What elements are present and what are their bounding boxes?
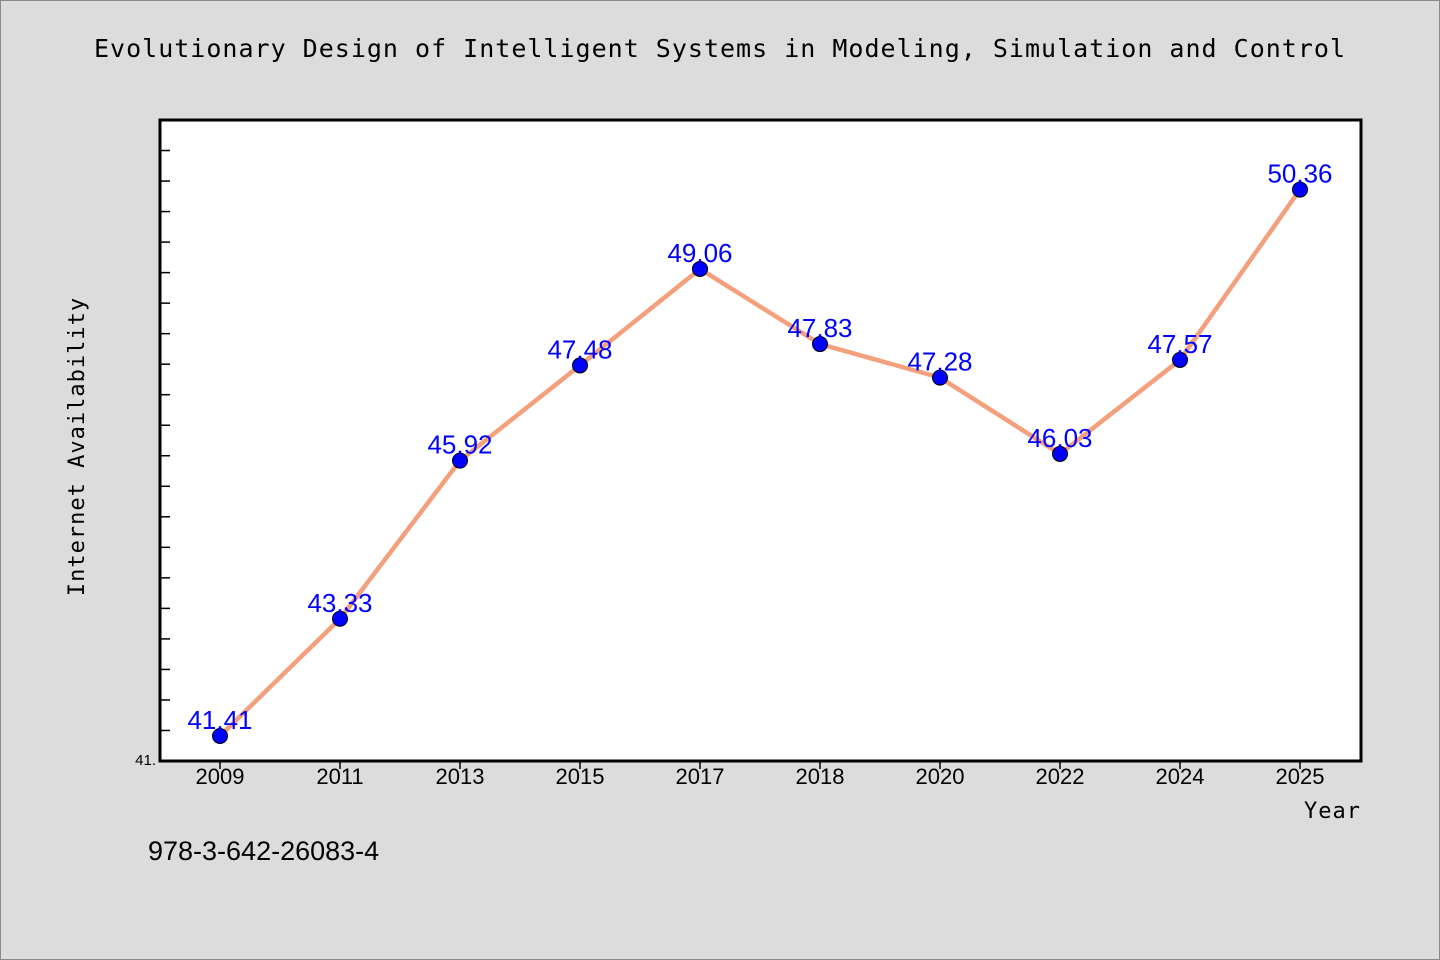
data-label: 45.92 [427,430,492,460]
data-point-marker [932,369,948,386]
x-tick-label: 2024 [1156,764,1205,789]
data-label: 47.48 [547,334,612,364]
x-axis-tick-labels: 2009 2011 2013 2015 2017 2018 2020 2022 2024 2025 [196,764,1325,789]
x-tick-label: 2011 [316,764,363,789]
data-point-marker [332,610,348,627]
x-tick-label: 2015 [556,764,605,789]
x-tick-label: 2020 [916,764,965,789]
plot-border [158,118,1363,763]
data-labels: 41.41 43.33 45.92 47.48 49.06 47.83 47.28 46.03… [187,159,1332,735]
data-label: 46.03 [1027,423,1092,453]
series-line [217,187,1303,739]
x-tick-label: 2017 [676,764,725,789]
data-point-marker [812,336,828,353]
x-axis-title: Year [1304,799,1361,824]
data-point-marker [692,260,708,277]
data-point-marker [1292,181,1308,198]
x-tick-label: 2009 [196,764,245,789]
x-tick-label: 2018 [796,764,845,789]
y-axis-tick-labels: 41. [135,752,156,769]
data-label: 47.28 [907,347,972,377]
isbn-footnote: 978-3-642-26083-4 [148,836,380,866]
plot-area [160,120,1361,761]
x-tick-label: 2013 [436,764,485,789]
data-label: 41.41 [187,705,252,735]
y-axis-title: Internet Availability [65,297,90,596]
data-point-marker [452,452,468,469]
data-label: 47.83 [787,313,852,343]
data-label: 49.06 [667,238,732,268]
data-label: 47.57 [1147,329,1212,359]
data-point-marker [1172,351,1188,368]
series-markers [212,181,1308,744]
data-label: 50.36 [1267,159,1332,189]
data-label: 43.33 [307,588,372,618]
y-axis-ticks [160,149,170,732]
x-tick-label: 2022 [1036,764,1085,789]
data-point-marker [212,727,228,744]
data-point-marker [572,357,588,374]
data-point-marker [1052,445,1068,462]
y-tick-label: 41. [135,752,156,769]
chart-title: Evolutionary Design of Intelligent Syste… [94,34,1346,63]
x-tick-label: 2025 [1276,764,1325,789]
